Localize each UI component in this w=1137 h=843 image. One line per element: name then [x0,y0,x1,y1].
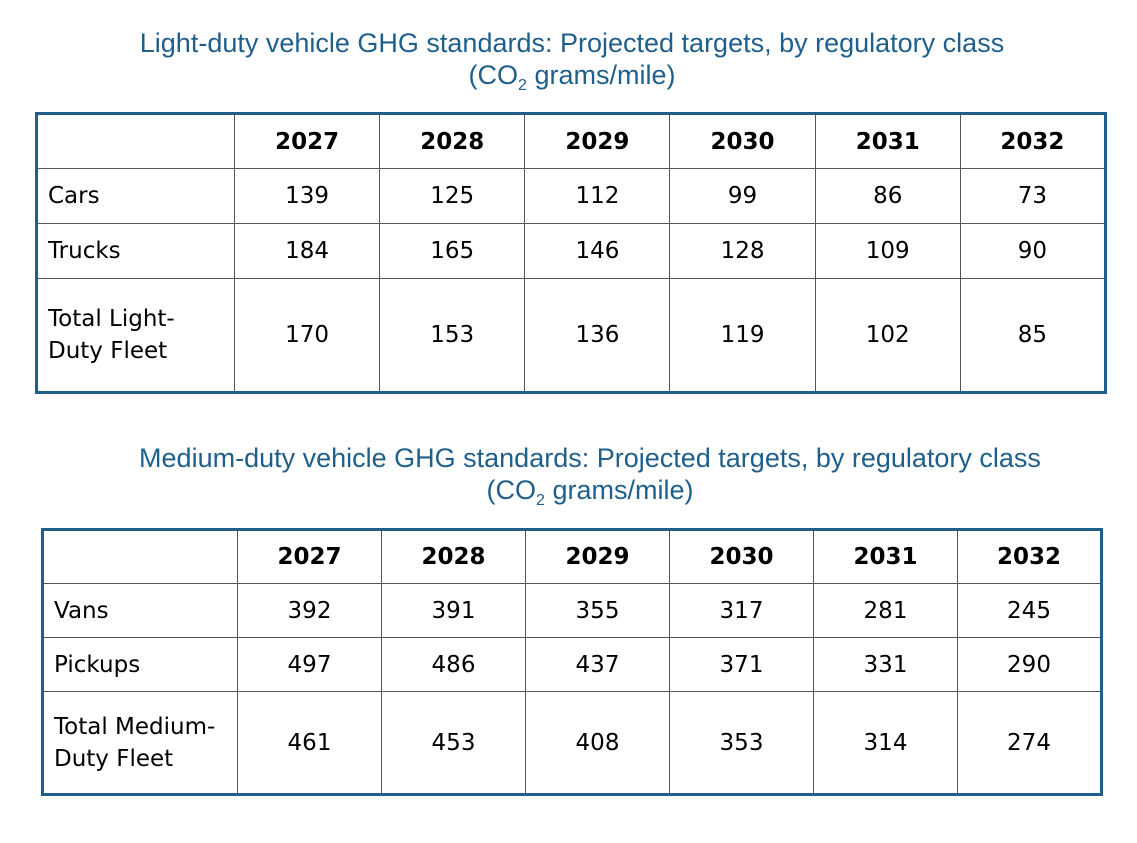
row-label: Total Medium- Duty Fleet [42,691,238,795]
row-label: Trucks [36,223,235,279]
row-label: Cars [36,168,235,224]
header-cell: 2028 [379,113,526,169]
table-row: Pickups 497 486 437 371 331 290 [42,637,1102,692]
data-cell: 274 [957,691,1102,795]
row-label: Vans [42,583,238,638]
data-cell: 290 [957,637,1102,692]
data-cell: 245 [957,583,1102,638]
table-row: Total Light- Duty Fleet 170 153 136 119 1… [36,278,1107,393]
data-cell: 392 [237,583,382,638]
header-cell: 2027 [237,529,382,584]
data-cell: 102 [814,278,961,393]
light-duty-table: 2027 2028 2029 2030 2031 2032 Cars 139 1… [35,112,1107,394]
data-cell: 331 [813,637,958,692]
data-cell: 146 [524,223,671,279]
light-duty-title: Light-duty vehicle GHG standards: Projec… [66,27,1078,94]
data-cell: 112 [524,168,671,224]
header-cell [42,529,238,584]
data-cell: 317 [669,583,814,638]
data-cell: 486 [381,637,526,692]
data-cell: 453 [381,691,526,795]
header-cell [36,113,235,169]
header-cell: 2028 [381,529,526,584]
header-cell: 2032 [959,113,1107,169]
light-duty-units: (CO2 grams/mile) [468,60,676,94]
header-cell: 2030 [669,529,814,584]
data-cell: 314 [813,691,958,795]
light-duty-title-text: Light-duty vehicle GHG standards: Projec… [139,28,1005,58]
data-cell: 353 [669,691,814,795]
data-cell: 461 [237,691,382,795]
header-cell: 2029 [524,113,671,169]
data-cell: 85 [959,278,1107,393]
header-cell: 2029 [525,529,670,584]
row-label: Total Light- Duty Fleet [36,278,235,393]
table-row: Total Medium- Duty Fleet 461 453 408 353 … [42,691,1102,795]
data-cell: 86 [814,168,961,224]
data-cell: 99 [669,168,816,224]
header-cell: 2031 [814,113,961,169]
data-cell: 184 [233,223,381,279]
medium-duty-table: 2027 2028 2029 2030 2031 2032 Vans 392 3… [41,528,1103,796]
medium-duty-title-text: Medium-duty vehicle GHG standards: Proje… [139,443,1041,473]
medium-duty-units: (CO2 grams/mile) [486,475,694,509]
header-cell: 2031 [813,529,958,584]
data-cell: 391 [381,583,526,638]
header-cell: 2030 [669,113,816,169]
data-cell: 497 [237,637,382,692]
data-cell: 281 [813,583,958,638]
data-cell: 109 [814,223,961,279]
data-cell: 73 [959,168,1107,224]
table-header-row: 2027 2028 2029 2030 2031 2032 [42,529,1102,584]
table-row: Vans 392 391 355 317 281 245 [42,583,1102,638]
data-cell: 408 [525,691,670,795]
data-cell: 371 [669,637,814,692]
header-cell: 2032 [957,529,1102,584]
data-cell: 119 [669,278,816,393]
data-cell: 153 [379,278,526,393]
table-row: Cars 139 125 112 99 86 73 [36,168,1107,224]
data-cell: 90 [959,223,1107,279]
data-cell: 437 [525,637,670,692]
table-header-row: 2027 2028 2029 2030 2031 2032 [36,113,1107,169]
data-cell: 165 [379,223,526,279]
data-cell: 125 [379,168,526,224]
data-cell: 170 [233,278,381,393]
data-cell: 136 [524,278,671,393]
row-label: Pickups [42,637,238,692]
table-row: Trucks 184 165 146 128 109 90 [36,223,1107,279]
header-cell: 2027 [233,113,381,169]
data-cell: 128 [669,223,816,279]
data-cell: 355 [525,583,670,638]
medium-duty-title: Medium-duty vehicle GHG standards: Proje… [66,442,1114,509]
data-cell: 139 [233,168,381,224]
